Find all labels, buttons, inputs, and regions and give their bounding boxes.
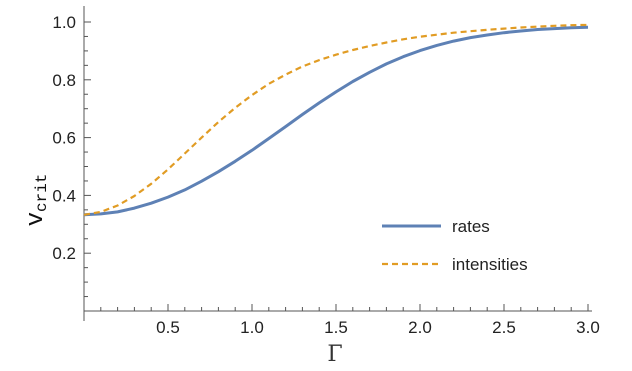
x-tick-label: 1.5 (324, 318, 348, 337)
x-tick-label: 0.5 (156, 318, 180, 337)
legend-label-intensities: intensities (452, 255, 528, 274)
y-axis-label: vcrit (23, 174, 51, 227)
legend: rates intensities (382, 217, 528, 274)
y-tick-label: 0.4 (52, 186, 76, 205)
series-line-rates (83, 25, 589, 217)
x-tick-label: 2.5 (492, 318, 516, 337)
series-line-intensities (83, 23, 589, 216)
y-tick-label: 0.2 (52, 244, 76, 263)
x-tick-label: 2.0 (408, 318, 432, 337)
series-group (83, 23, 589, 217)
x-axis-label: Γ (327, 342, 342, 367)
x-tick-label: 3.0 (576, 318, 600, 337)
y-tick-label: 0.8 (52, 71, 76, 90)
y-tick-label: 0.6 (52, 129, 76, 148)
y-tick-label: 1.0 (52, 13, 76, 32)
legend-label-rates: rates (452, 217, 490, 236)
ticks: 0.5 1.0 1.5 2.0 2.5 3.0 0.2 0.4 0.6 0.8 1.0 (52, 13, 599, 337)
x-tick-label: 1.0 (240, 318, 264, 337)
axes (83, 6, 592, 321)
